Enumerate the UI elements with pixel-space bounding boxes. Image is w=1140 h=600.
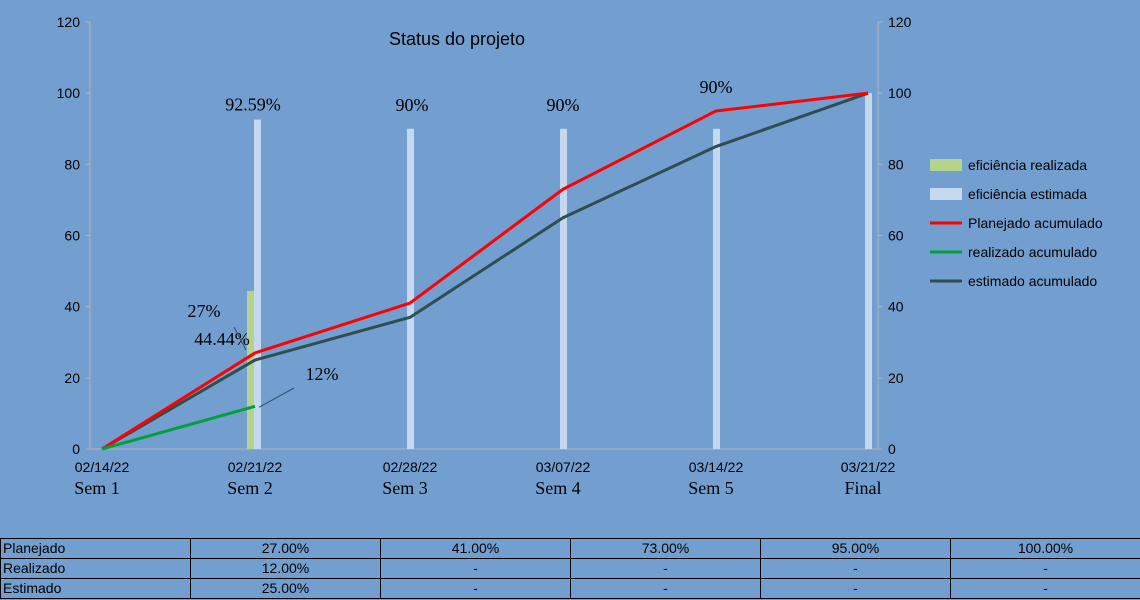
legend-label: realizado acumulado — [968, 244, 1097, 260]
table-cell: 27.00% — [190, 538, 381, 559]
table-cell: - — [380, 558, 571, 579]
project-status-chart: 0 0 20 20 40 40 60 60 80 80 100 100 120 120 02/14/22 Se… — [57, 14, 1103, 498]
legend-label: eficiência realizada — [968, 157, 1087, 173]
y-tick-label-left: 60 — [64, 228, 80, 244]
data-label: 90% — [547, 95, 580, 115]
week-label: Final — [844, 478, 881, 498]
bar-eficiencia-realizada — [247, 290, 254, 449]
chart-title: Status do projeto — [389, 29, 525, 49]
table-cell: 12.00% — [190, 558, 381, 579]
y-tick-label-right: 0 — [888, 441, 896, 457]
table-cell: - — [570, 558, 761, 579]
bar-eficiencia-estimada — [407, 128, 414, 449]
y-tick-label-left: 100 — [57, 85, 81, 101]
legend-swatch — [930, 159, 962, 171]
bar-eficiencia-estimada — [254, 119, 261, 449]
table-row: Planejado 27.00% 41.00% 73.00% 95.00% 100.00% — [0, 538, 1140, 559]
data-label: 12% — [306, 364, 339, 384]
leader-line — [233, 326, 247, 351]
y-tick-label-right: 120 — [888, 14, 912, 30]
summary-table: Planejado 27.00% 41.00% 73.00% 95.00% 100.00%… — [0, 538, 1140, 599]
data-label: 90% — [396, 95, 429, 115]
legend-swatch — [930, 188, 962, 200]
data-label: 27% — [188, 301, 221, 321]
table-cell: 25.00% — [190, 578, 381, 599]
y-tick-label-left: 40 — [64, 299, 80, 315]
y-tick-label-right: 40 — [888, 299, 904, 315]
table-cell: 41.00% — [380, 538, 571, 559]
bar-eficiencia-estimada — [560, 128, 567, 449]
table-cell: - — [950, 578, 1140, 599]
row-label: Estimado — [0, 578, 191, 599]
table-cell: - — [950, 558, 1140, 579]
y-tick-label-left: 80 — [64, 156, 80, 172]
table-cell: - — [760, 578, 951, 599]
table-cell: - — [760, 558, 951, 579]
table-cell: 95.00% — [760, 538, 951, 559]
data-label: 92.59% — [225, 95, 281, 115]
x-tick-label: 03/21/22 — [841, 459, 896, 475]
table-cell: - — [570, 578, 761, 599]
week-label: Sem 1 — [74, 478, 120, 498]
x-tick-label: 02/21/22 — [228, 459, 283, 475]
x-tick-label: 02/14/22 — [75, 459, 130, 475]
table-row: Realizado 12.00% - - - - — [0, 558, 1140, 579]
table-cell: 73.00% — [570, 538, 761, 559]
y-tick-label-right: 80 — [888, 156, 904, 172]
legend-label: eficiência estimada — [968, 186, 1087, 202]
y-tick-label-left: 20 — [64, 370, 80, 386]
y-tick-label-left: 120 — [57, 14, 81, 30]
week-label: Sem 3 — [382, 478, 428, 498]
legend-label: Planejado acumulado — [968, 215, 1103, 231]
row-label: Realizado — [0, 558, 191, 579]
x-tick-label: 03/07/22 — [536, 459, 591, 475]
x-tick-label: 02/28/22 — [383, 459, 438, 475]
line-planejado-acumulado — [101, 91, 869, 451]
bar-eficiencia-estimada — [865, 93, 872, 450]
bar-eficiencia-estimada — [713, 128, 720, 449]
y-tick-label-left: 0 — [72, 441, 80, 457]
data-label: 44.44% — [194, 329, 250, 349]
row-label: Planejado — [0, 538, 191, 559]
week-label: Sem 4 — [535, 478, 581, 498]
y-tick-label-right: 20 — [888, 370, 904, 386]
y-tick-label-right: 100 — [888, 85, 912, 101]
table-cell: 100.00% — [950, 538, 1140, 559]
data-label: 90% — [700, 77, 733, 97]
leader-line — [258, 387, 295, 408]
line-estimado-acumulado — [101, 91, 869, 451]
y-tick-label-right: 60 — [888, 228, 904, 244]
x-tick-label: 03/14/22 — [689, 459, 744, 475]
line-realizado-acumulado — [101, 404, 256, 451]
legend-label: estimado acumulado — [968, 273, 1097, 289]
week-label: Sem 2 — [227, 478, 273, 498]
table-row: Estimado 25.00% - - - - — [0, 578, 1140, 599]
week-label: Sem 5 — [688, 478, 734, 498]
table-cell: - — [380, 578, 571, 599]
